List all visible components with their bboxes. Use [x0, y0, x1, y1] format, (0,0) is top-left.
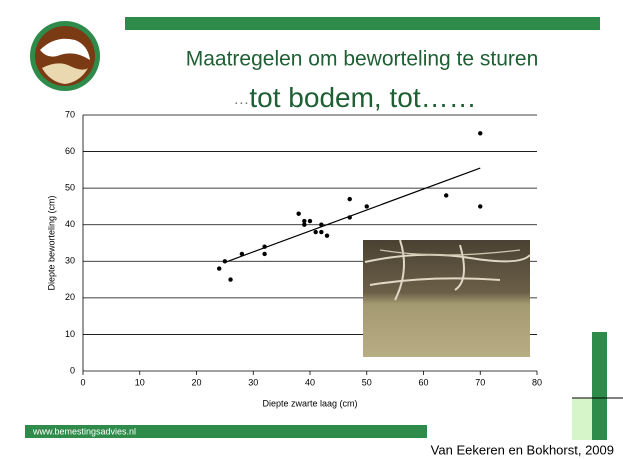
- point: [478, 204, 482, 208]
- root-photo: [363, 240, 530, 357]
- y-axis-label: Diepte beworteling (cm): [46, 195, 56, 290]
- point: [262, 252, 266, 256]
- x-tick-label: 30: [248, 377, 258, 387]
- point: [308, 219, 312, 223]
- x-tick-label: 60: [418, 377, 428, 387]
- point: [228, 277, 232, 281]
- subtitle-text: tot bodem, tot……: [249, 82, 476, 113]
- y-tick-label: 20: [65, 292, 75, 302]
- point: [365, 204, 369, 208]
- decor-dark: [592, 332, 607, 440]
- point: [313, 230, 317, 234]
- point: [444, 193, 448, 197]
- top-bar: [125, 17, 600, 30]
- point: [478, 131, 482, 135]
- citation: Van Eekeren en Bokhorst, 2009: [431, 442, 614, 457]
- x-tick-label: 70: [475, 377, 485, 387]
- y-tick-label: 40: [65, 219, 75, 229]
- slide-subtitle: …tot bodem, tot……: [233, 82, 476, 113]
- point: [348, 197, 352, 201]
- website: www.bemestingsadvies.nl: [32, 426, 136, 436]
- y-tick-label: 70: [65, 109, 75, 119]
- decor-light: [572, 398, 592, 440]
- point: [302, 223, 306, 227]
- x-tick-label: 0: [80, 377, 85, 387]
- x-tick-label: 10: [135, 377, 145, 387]
- y-tick-label: 50: [65, 183, 75, 193]
- slide-title: Maatregelen om beworteling te sturen: [186, 48, 539, 71]
- x-tick-label: 50: [362, 377, 372, 387]
- subtitle-prefix: …: [233, 91, 249, 108]
- logo: [30, 21, 100, 91]
- point: [319, 230, 323, 234]
- slide: Maatregelen om beworteling te sturen …to…: [0, 0, 623, 459]
- x-tick-label: 20: [191, 377, 201, 387]
- point: [217, 266, 221, 270]
- x-axis-label: Diepte zwarte laag (cm): [262, 398, 357, 408]
- y-tick-label: 30: [65, 256, 75, 266]
- page: Maatregelen om beworteling te sturen …to…: [0, 0, 623, 459]
- point: [325, 233, 329, 237]
- point: [296, 212, 300, 216]
- y-tick-label: 10: [65, 329, 75, 339]
- y-tick-label: 60: [65, 146, 75, 156]
- x-tick-label: 40: [305, 377, 315, 387]
- y-tick-label: 0: [70, 365, 75, 375]
- x-tick-label: 80: [532, 377, 542, 387]
